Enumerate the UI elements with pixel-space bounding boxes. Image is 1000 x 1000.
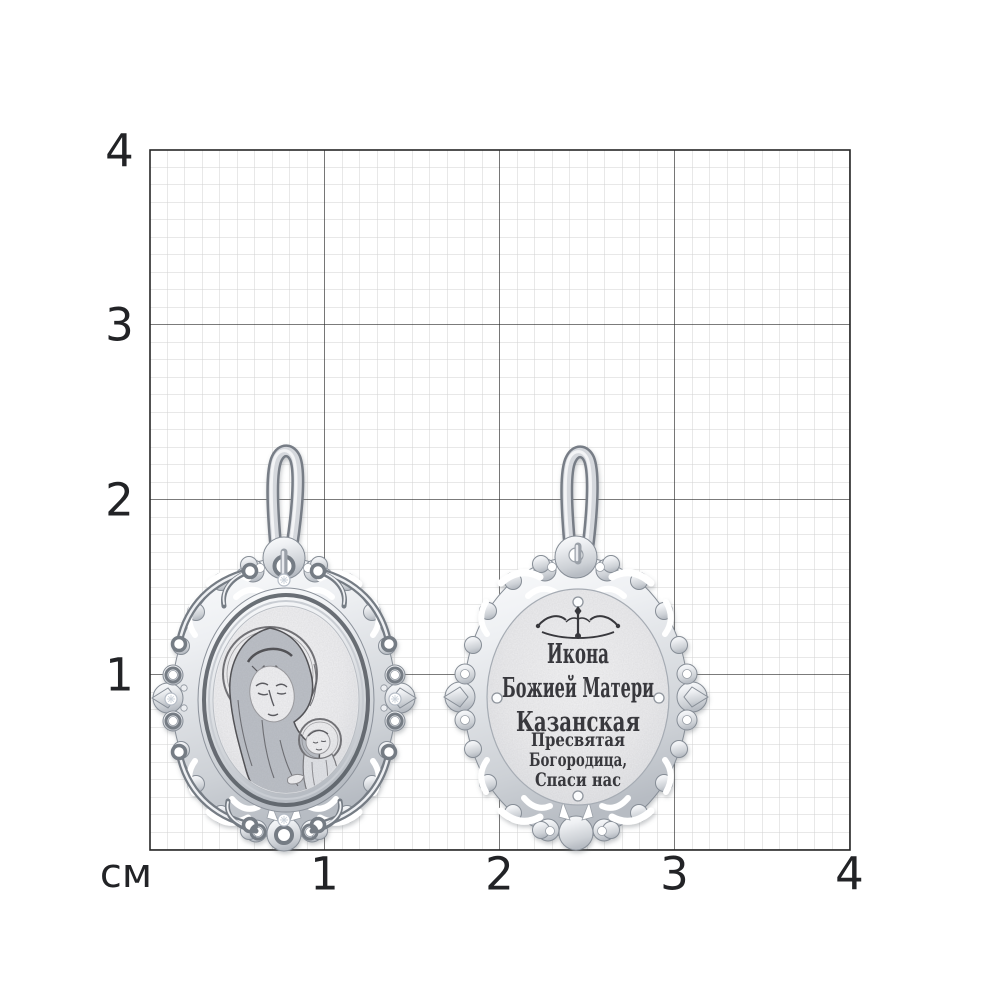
engraving-text: Икона Божией Матери Казанская Пресвятая … [502, 639, 654, 791]
y-tick-4: 4 [105, 125, 135, 178]
engraving-line-3: Казанская [516, 707, 640, 738]
engraving-line-5: Богородица, [529, 749, 627, 771]
engraved-icon-mother-of-god [214, 607, 358, 793]
y-axis-labels: 4 3 2 1 [105, 125, 135, 702]
stone-right [388, 692, 402, 706]
pendant-back: Икона Божией Матери Казанская Пресвятая … [444, 445, 708, 850]
x-axis-labels: см 1 2 3 4 [100, 848, 865, 901]
icon-medallion [197, 587, 375, 813]
rivets [491, 596, 665, 802]
x-tick-4: 4 [835, 848, 865, 901]
engraving-line-6: Спаси нас [535, 769, 621, 791]
y-tick-2: 2 [105, 474, 135, 527]
unit-label: см [100, 851, 152, 897]
engraving-texture [214, 607, 358, 793]
filigree-scrolls [164, 562, 404, 845]
bail-back [560, 445, 599, 555]
back-plate-texture [487, 589, 669, 805]
x-tick-3: 3 [660, 848, 690, 901]
measure-grid [149, 149, 851, 851]
x-tick-1: 1 [310, 848, 340, 901]
engraving-line-2: Божией Матери [502, 673, 654, 704]
bail-front [266, 444, 305, 556]
pendant-front [152, 444, 416, 851]
flourish-ornament [535, 606, 621, 639]
engraving-line-1: Икона [547, 639, 609, 670]
y-tick-3: 3 [105, 299, 135, 352]
gemstones [164, 573, 402, 827]
stone-top [277, 573, 291, 587]
stone-bottom [277, 813, 291, 827]
x-tick-2: 2 [485, 848, 515, 901]
stone-left [164, 692, 178, 706]
y-tick-1: 1 [105, 649, 135, 702]
engraving-line-4: Пресвятая [531, 729, 625, 751]
